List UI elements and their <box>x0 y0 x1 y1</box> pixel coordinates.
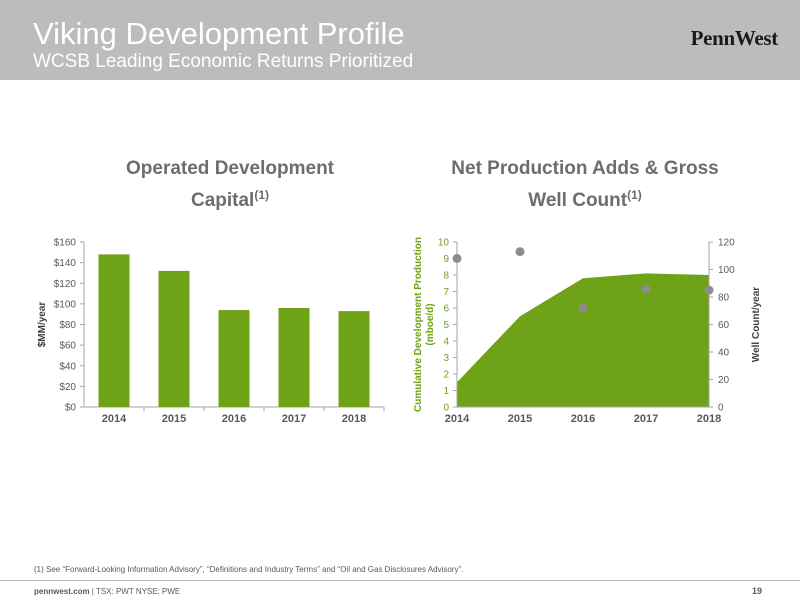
well-count-point <box>515 247 525 257</box>
footer-site-link[interactable]: pennwest.com <box>34 587 90 596</box>
production-x-tick-label: 2014 <box>445 413 470 425</box>
production-left-tick-label: 5 <box>443 320 449 331</box>
well-count-point <box>641 284 651 294</box>
production-left-tick-label: 1 <box>443 386 449 397</box>
well-count-point <box>704 285 714 295</box>
capital-y-tick-label: $80 <box>59 320 76 331</box>
capital-y-tick-label: $40 <box>59 361 76 372</box>
production-left-axis-label: Cumulative Development Production (mboe/d… <box>413 237 436 412</box>
footer-tickers: | TSX: PWT NYSE: PWE <box>89 587 181 596</box>
capital-bar <box>338 311 370 407</box>
production-right-tick-label: 80 <box>718 293 730 304</box>
production-chart-title-text: Net Production Adds & Gross Well Count <box>451 158 719 211</box>
capital-chart-title-text: Operated Development Capital <box>126 158 334 211</box>
production-left-axis-label-line: Cumulative Development Production <box>413 237 424 412</box>
capital-x-tick-label: 2014 <box>102 413 127 425</box>
capital-chart-title-sup: (1) <box>254 188 270 202</box>
production-left-tick-label: 2 <box>443 370 449 381</box>
production-right-tick-label: 120 <box>718 238 735 249</box>
capital-y-tick-label: $100 <box>54 299 77 310</box>
production-right-tick-label: 40 <box>718 348 730 359</box>
production-left-tick-label: 8 <box>443 271 449 282</box>
footer-divider <box>0 580 800 581</box>
production-left-tick-label: 0 <box>443 403 449 414</box>
capital-x-tick-label: 2015 <box>162 413 186 425</box>
capital-bar <box>98 254 130 407</box>
capital-x-tick-label: 2016 <box>222 413 246 425</box>
production-area <box>457 273 709 407</box>
production-right-tick-label: 60 <box>718 320 730 331</box>
capital-x-tick-label: 2018 <box>342 413 366 425</box>
production-x-tick-label: 2015 <box>508 413 532 425</box>
production-x-tick-label: 2018 <box>697 413 721 425</box>
capital-bar <box>278 308 310 407</box>
production-left-tick-label: 4 <box>443 337 449 348</box>
production-right-tick-label: 20 <box>718 375 730 386</box>
footnote: (1) See “Forward-Looking Information Adv… <box>34 565 464 574</box>
production-right-tick-label: 100 <box>718 265 735 276</box>
capital-y-tick-label: $120 <box>54 279 77 290</box>
capital-y-tick-label: $0 <box>65 403 77 414</box>
pennwest-logo: PennWest <box>690 26 779 50</box>
capital-y-axis-label: $MM/year <box>37 302 48 348</box>
capital-y-tick-label: $60 <box>59 341 76 352</box>
production-left-axis-label-line: (mboe/d) <box>425 303 436 345</box>
header-bar: Viking Development Profile WCSB Leading … <box>0 0 800 80</box>
production-left-tick-label: 6 <box>443 304 449 315</box>
capital-x-tick-label: 2017 <box>282 413 306 425</box>
production-left-tick-label: 3 <box>443 353 449 364</box>
capital-bar-chart: $0 $20 $40 $60 $80 $100 $120 $140 $160 2014 2015 20… <box>37 238 385 425</box>
production-left-tick-label: 7 <box>443 287 449 298</box>
capital-y-tick-label: $140 <box>54 258 77 269</box>
production-x-tick-label: 2016 <box>571 413 595 425</box>
well-count-point <box>578 303 588 313</box>
capital-y-tick-label: $20 <box>59 382 76 393</box>
production-chart-title-sup: (1) <box>627 188 642 202</box>
production-x-tick-label: 2017 <box>634 413 658 425</box>
capital-y-tick-label: $160 <box>54 238 77 249</box>
page-title: Viking Development Profile <box>33 16 405 51</box>
production-right-axis-label: Well Count/year <box>751 287 762 362</box>
production-left-tick-label: 10 <box>438 238 450 249</box>
capital-chart-title: Operated Development Capital(1) <box>90 156 370 214</box>
capital-bar <box>218 310 250 407</box>
footer-text: pennwest.com | TSX: PWT NYSE: PWE <box>34 587 180 596</box>
well-count-point <box>452 254 462 263</box>
page-subtitle: WCSB Leading Economic Returns Prioritize… <box>33 51 414 72</box>
page-number: 19 <box>752 586 763 596</box>
production-left-tick-label: 9 <box>443 254 449 265</box>
production-chart-title: Net Production Adds & Gross Well Count(1… <box>430 156 740 214</box>
capital-bar <box>158 270 190 407</box>
production-right-tick-label: 0 <box>718 403 724 414</box>
